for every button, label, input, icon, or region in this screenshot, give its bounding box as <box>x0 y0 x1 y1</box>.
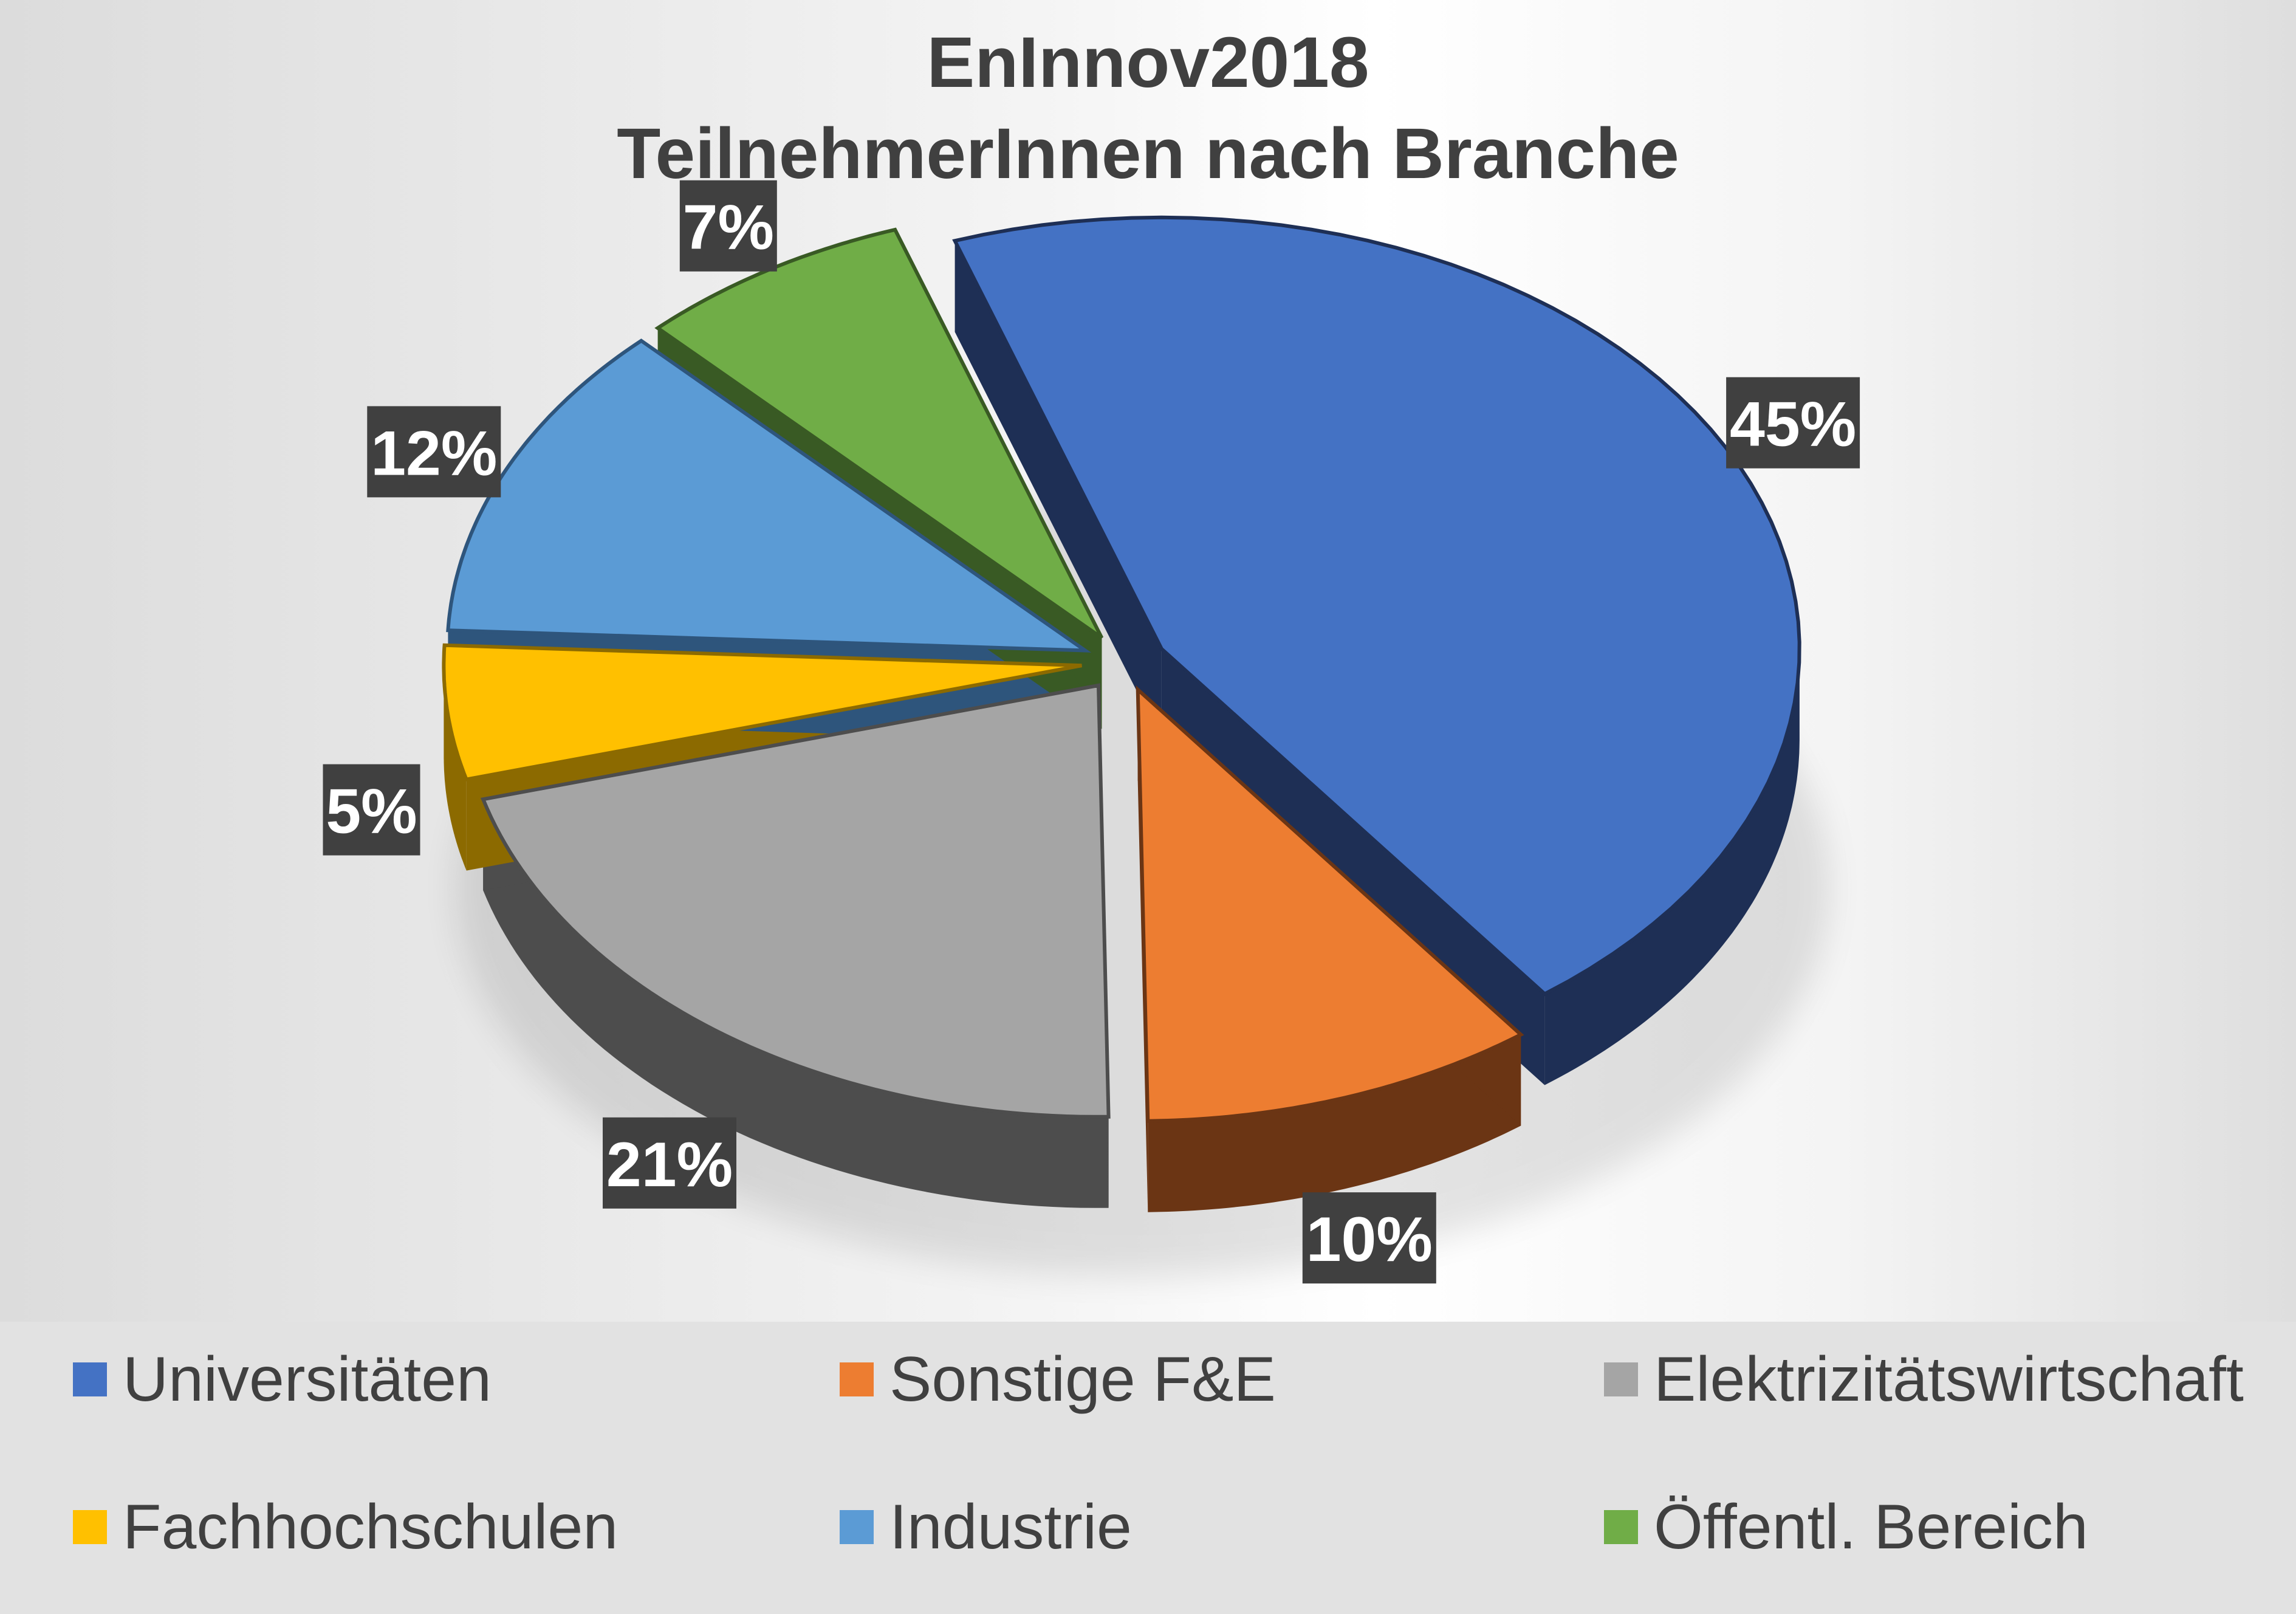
legend-label: Elektrizitätswirtschaft <box>1654 1344 2244 1415</box>
chart-title: EnInnov2018 TeilnehmerInnen nach Branche <box>0 17 2296 199</box>
data-label-sonstige-f-e: 10% <box>1302 1192 1436 1284</box>
legend-item-sonstige-fe: Sonstige F&E <box>840 1344 1276 1415</box>
legend-item-fachhochschulen: Fachhochschulen <box>73 1491 619 1562</box>
slice-industrie <box>446 338 1092 653</box>
pie-slices <box>442 215 1801 1123</box>
slice-elektrizitatswirtschaft <box>480 683 1111 1119</box>
slice-cut-universitaten-0 <box>954 241 1162 740</box>
slice-side-universitaten <box>1544 648 1800 1085</box>
data-label-box <box>603 1117 736 1209</box>
legend-label: Industrie <box>889 1491 1132 1562</box>
slice-universitaten <box>952 215 1801 997</box>
chart-title-line2: TeilnehmerInnen nach Branche <box>617 114 1679 194</box>
data-label-box <box>323 764 420 856</box>
data-label-text: 5% <box>326 777 417 847</box>
slice-fachhochschulen <box>442 643 1082 781</box>
data-label-text: 21% <box>606 1130 733 1200</box>
chart-title-line1: EnInnov2018 <box>927 22 1369 103</box>
data-label-text: 45% <box>1730 390 1856 460</box>
legend-label: Öffentl. Bereich <box>1654 1491 2088 1562</box>
legend-swatch <box>840 1510 874 1544</box>
data-label-box <box>679 180 777 272</box>
data-label-box <box>1726 377 1860 469</box>
legend-item-industrie: Industrie <box>840 1491 1132 1562</box>
data-label-universitaten: 45% <box>1726 377 1860 469</box>
legend-label: Fachhochschulen <box>123 1491 619 1562</box>
legend-item-oeffentl-bereich: Öffentl. Bereich <box>1604 1491 2088 1562</box>
legend-swatch <box>1604 1510 1638 1544</box>
legend-label: Universitäten <box>123 1344 492 1415</box>
data-label-offentl-bereich: 7% <box>679 180 777 272</box>
legend-swatch <box>840 1362 874 1396</box>
data-label-box <box>1302 1192 1436 1284</box>
data-label-box <box>367 406 501 498</box>
data-label-elektrizitatswirtschaft: 21% <box>603 1117 736 1209</box>
data-label-text: 7% <box>683 193 774 263</box>
pie-data-labels: 45% 10% 21% 5% 12% 7% <box>323 180 1860 1284</box>
legend-item-elektrizitaetswirtschaft: Elektrizitätswirtschaft <box>1604 1344 2244 1415</box>
legend-item-universitaeten: Universitäten <box>73 1344 492 1415</box>
slice-sonstige-f-e <box>1136 685 1524 1123</box>
legend-swatch <box>73 1362 107 1396</box>
data-label-fachhochschulen: 5% <box>323 764 420 856</box>
legend-swatch <box>1604 1362 1638 1396</box>
slice-side-fachhochschulen <box>444 665 467 871</box>
data-label-text: 12% <box>371 418 497 489</box>
pie-chart: 45% 10% 21% 5% 12% 7% <box>323 180 1860 1284</box>
legend-swatch <box>73 1510 107 1544</box>
data-label-industrie: 12% <box>367 406 501 498</box>
legend: Universitäten Sonstige F&E Elektrizitäts… <box>0 1322 2296 1614</box>
legend-label: Sonstige F&E <box>889 1344 1276 1415</box>
data-label-text: 10% <box>1306 1204 1433 1275</box>
slice-side-sonstige-f-e <box>1148 1034 1521 1212</box>
